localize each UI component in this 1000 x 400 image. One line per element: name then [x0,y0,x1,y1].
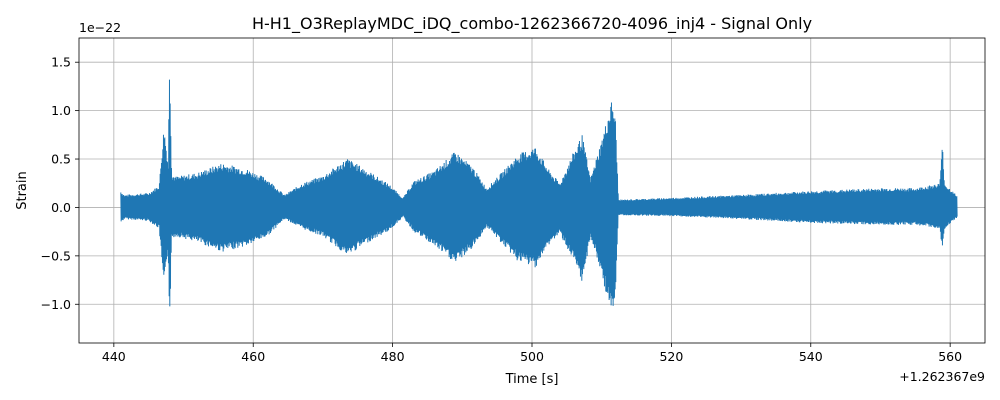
y-scale-label: 1e−22 [79,20,121,35]
x-tick-label: 500 [520,349,544,364]
x-axis-label: Time [s] [505,372,559,387]
x-tick-label: 440 [102,349,126,364]
y-tick-label: 0.5 [51,152,71,167]
y-axis-label: Strain [15,171,30,210]
y-tick-label: 1.5 [51,55,71,70]
y-tick-label: 0.0 [51,200,71,215]
x-tick-label: 560 [938,349,962,364]
x-tick-label: 460 [241,349,265,364]
y-tick-label: −0.5 [41,248,71,263]
x-offset-label: +1.262367e9 [899,369,985,384]
y-tick-label: 1.0 [51,103,71,118]
signal-series-line [120,79,958,307]
x-tick-label: 520 [659,349,683,364]
x-tick-label: 540 [799,349,823,364]
plot-area [120,79,958,307]
y-tick-label: −1.0 [41,297,71,312]
x-tick-label: 480 [381,349,405,364]
chart-title: H-H1_O3ReplayMDC_iDQ_combo-1262366720-40… [252,14,812,34]
ticks: 440 460 480 500 520 540 560 −1.0 −0.5 0.0 0.5 1.0 1.… [41,55,962,364]
